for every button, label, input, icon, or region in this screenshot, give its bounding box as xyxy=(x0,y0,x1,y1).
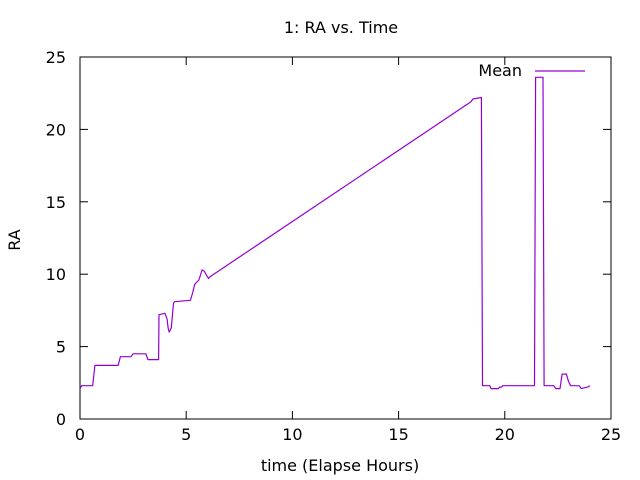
legend-entry-mean-label: Mean xyxy=(478,61,522,80)
y-tick-label: 25 xyxy=(46,48,66,67)
y-axis-label: RA xyxy=(5,229,24,250)
x-axis-label: time (Elapse Hours) xyxy=(261,456,419,475)
plot-area-border xyxy=(79,56,612,420)
axis-ticks: 0 5 10 15 20 25 0 5 10 15 20 25 xyxy=(46,48,622,444)
x-tick-label: 20 xyxy=(495,425,515,444)
chart-title: 1: RA vs. Time xyxy=(284,18,398,37)
x-tick-label: 10 xyxy=(282,425,302,444)
x-tick-label: 25 xyxy=(601,425,621,444)
series-line-mean xyxy=(79,76,591,390)
y-tick-label: 10 xyxy=(46,265,66,284)
y-tick-label: 20 xyxy=(46,120,66,139)
y-tick-label: 15 xyxy=(46,193,66,212)
series-layer xyxy=(79,76,591,390)
y-tick-label: 5 xyxy=(56,338,66,357)
x-tick-label: 0 xyxy=(75,425,85,444)
x-tick-label: 15 xyxy=(388,425,408,444)
legend: Mean xyxy=(478,61,585,80)
y-tick-label: 0 xyxy=(56,410,66,429)
x-tick-label: 5 xyxy=(181,425,191,444)
